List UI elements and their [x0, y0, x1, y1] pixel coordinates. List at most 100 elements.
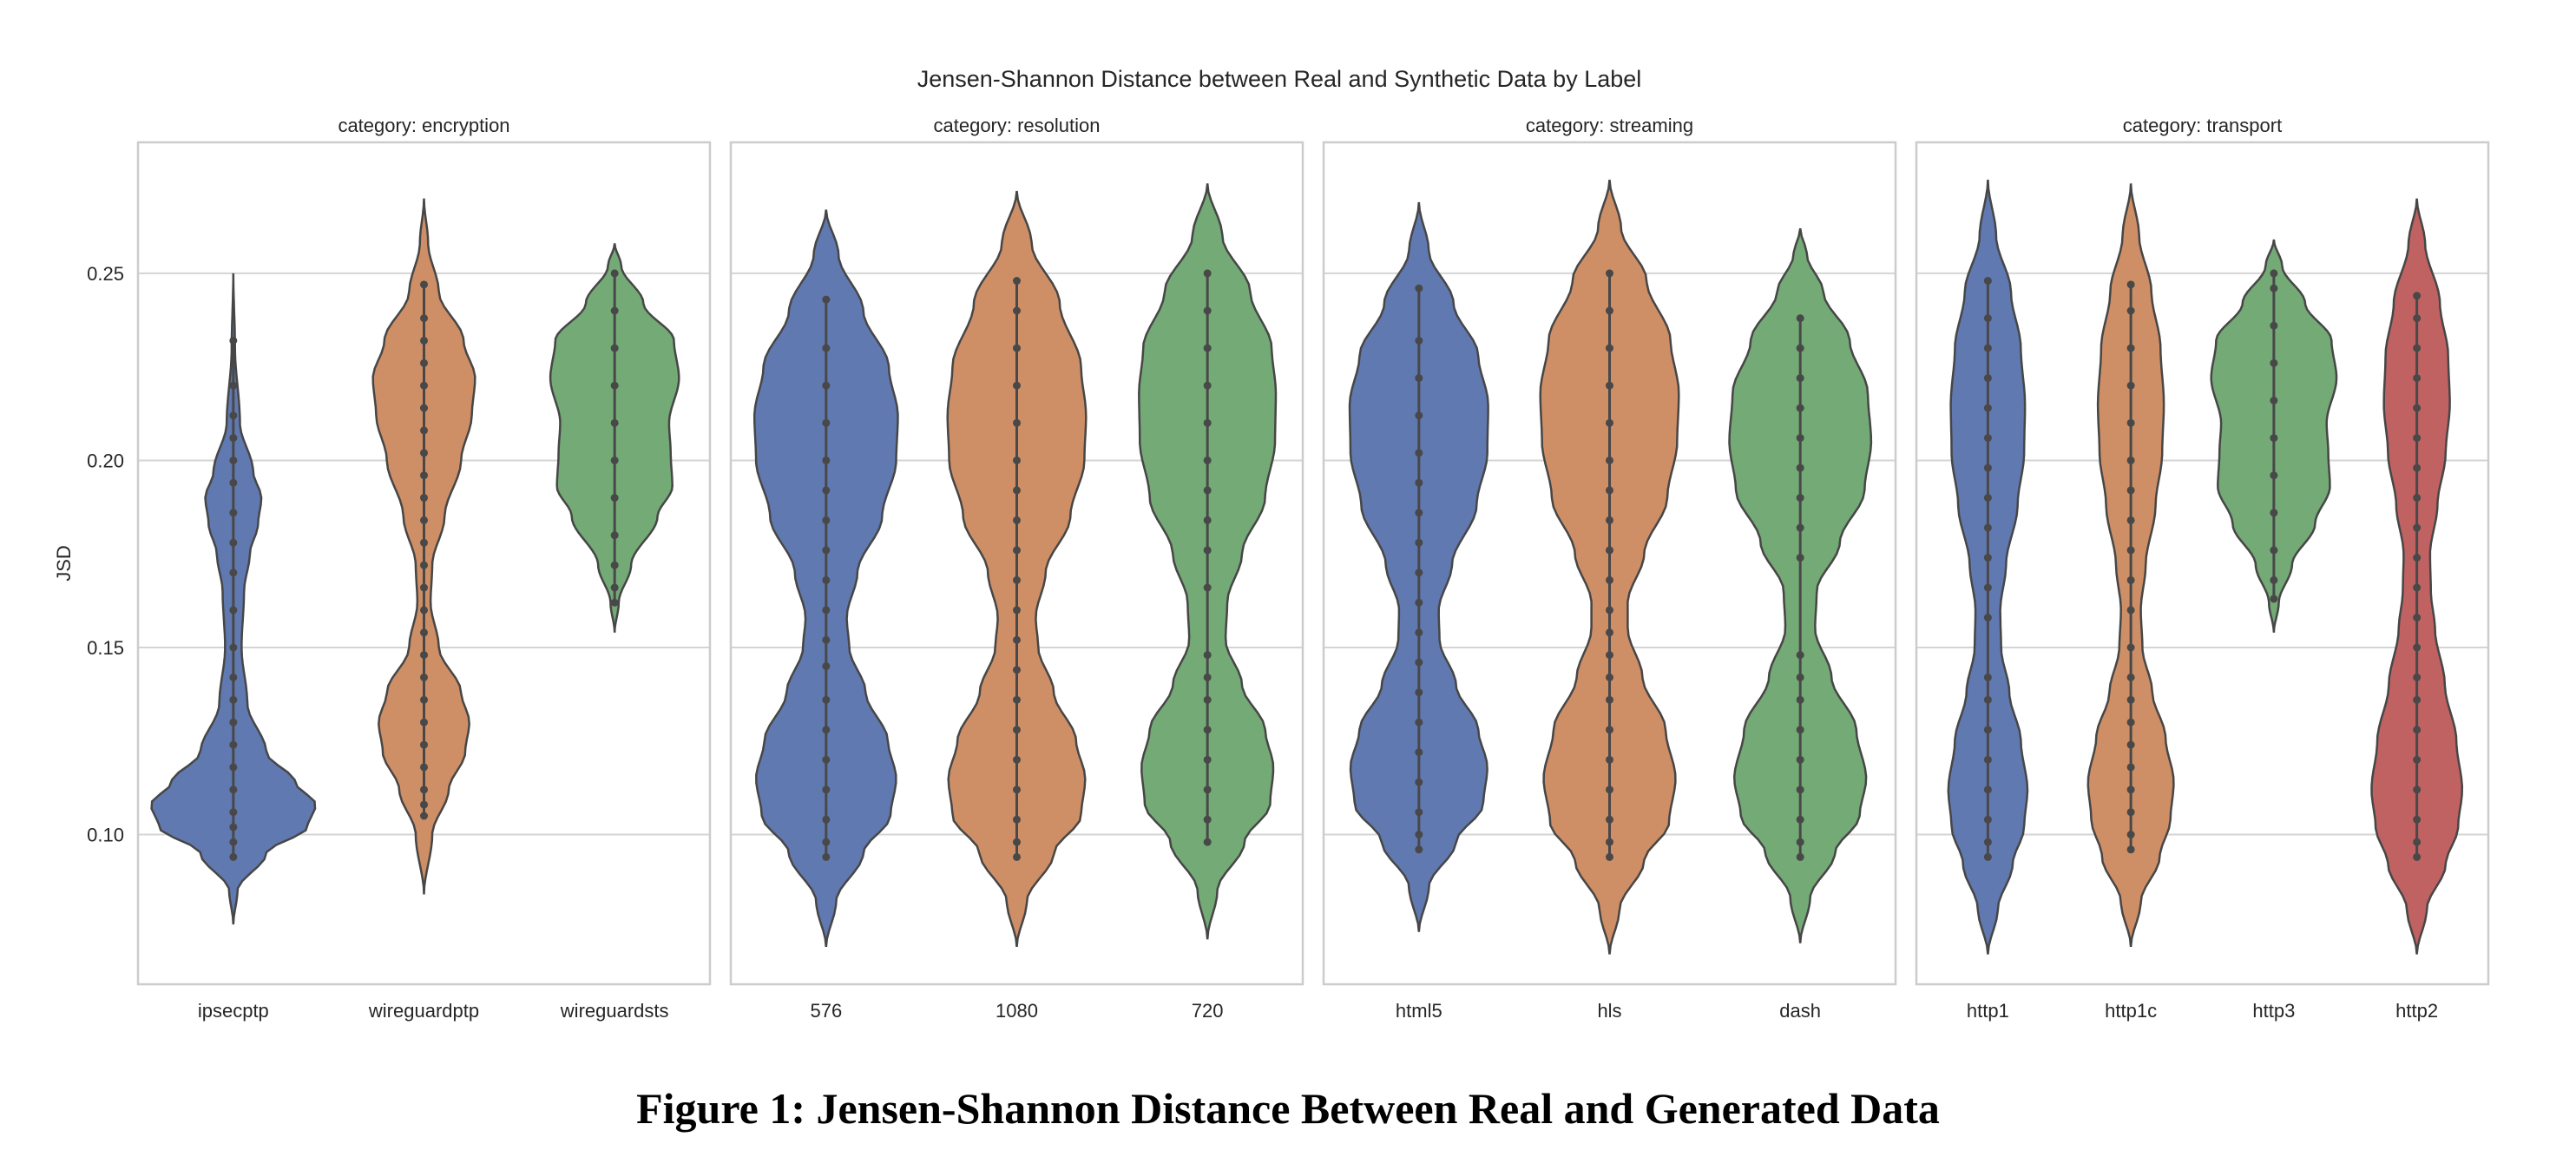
data-point	[1606, 651, 1613, 660]
y-tick-label: 0.10	[87, 825, 124, 846]
data-point	[2270, 471, 2278, 480]
x-tick-label: wireguardptp	[368, 1000, 479, 1022]
data-point	[1796, 785, 1804, 794]
data-point	[420, 583, 428, 592]
data-point	[1983, 583, 1992, 592]
data-point	[1415, 845, 1423, 854]
data-point	[1013, 755, 1021, 764]
data-point	[1415, 598, 1423, 607]
data-point	[229, 785, 238, 794]
data-point	[229, 852, 238, 861]
data-point	[1606, 418, 1613, 427]
data-point	[229, 509, 238, 517]
data-point	[822, 726, 831, 734]
data-point	[1983, 614, 1992, 622]
data-point	[2126, 516, 2135, 524]
data-point	[1606, 306, 1613, 315]
data-point	[2413, 583, 2422, 592]
data-point	[2413, 643, 2422, 652]
data-point	[420, 404, 428, 412]
data-point	[420, 516, 428, 524]
data-point	[229, 411, 238, 420]
data-point	[822, 418, 831, 427]
data-point	[1203, 418, 1212, 427]
data-point	[229, 823, 238, 831]
data-point	[229, 434, 238, 443]
data-point	[1203, 344, 1212, 352]
violin-ipsecptp	[150, 273, 317, 925]
data-point	[2126, 418, 2135, 427]
data-point	[1983, 523, 1992, 532]
data-point	[822, 516, 831, 524]
data-point	[229, 381, 238, 390]
data-point	[1013, 852, 1021, 861]
data-point	[2413, 755, 2422, 764]
data-point	[2126, 785, 2135, 794]
data-point	[229, 336, 238, 345]
data-point	[1983, 314, 1992, 323]
y-axis-label: JSD	[53, 545, 75, 582]
violin-1080	[946, 190, 1088, 948]
data-point	[1606, 815, 1613, 824]
data-point	[1013, 785, 1021, 794]
data-point	[610, 561, 619, 569]
data-point	[1606, 852, 1613, 861]
violin-dash	[1728, 227, 1873, 943]
data-point	[1606, 344, 1613, 352]
violin-http1	[1947, 180, 2029, 955]
data-point	[2270, 396, 2278, 404]
data-point	[2413, 838, 2422, 846]
data-point	[1203, 583, 1212, 592]
data-point	[420, 336, 428, 345]
data-point	[1013, 575, 1021, 584]
violin-wireguardsts	[549, 243, 680, 633]
data-point	[420, 561, 428, 569]
data-point	[420, 381, 428, 390]
violin-576	[752, 209, 899, 948]
data-point	[229, 838, 238, 846]
panel-frame	[1322, 141, 1897, 986]
data-point	[1983, 494, 1992, 503]
data-point	[1203, 726, 1212, 734]
panel-title: category: resolution	[934, 115, 1101, 136]
panel-1: category: resolution 576 1080 720	[729, 115, 1304, 1022]
y-tick-label: 0.20	[87, 450, 124, 471]
data-point	[1013, 277, 1021, 286]
data-point	[1203, 546, 1212, 555]
violin-http2	[2370, 198, 2464, 955]
panel-2: category: streaming html5 hls dash	[1322, 115, 1897, 1022]
data-point	[420, 606, 428, 615]
data-point	[822, 755, 831, 764]
data-point	[1796, 434, 1804, 443]
panel-frame	[729, 141, 1304, 986]
data-point	[822, 635, 831, 644]
data-point	[420, 358, 428, 367]
data-point	[1013, 635, 1021, 644]
data-point	[1013, 815, 1021, 824]
data-point	[1415, 538, 1423, 547]
data-point	[1415, 411, 1423, 420]
data-point	[1983, 852, 1992, 861]
data-point	[229, 673, 238, 681]
data-point	[1606, 628, 1613, 637]
data-point	[229, 643, 238, 652]
data-point	[2413, 344, 2422, 352]
data-point	[610, 456, 619, 464]
data-point	[420, 740, 428, 749]
data-point	[1203, 838, 1212, 846]
data-point	[1013, 418, 1021, 427]
data-point	[1203, 755, 1212, 764]
data-point	[1796, 852, 1804, 861]
data-point	[229, 456, 238, 464]
data-point	[2126, 831, 2135, 839]
x-tick-label: 720	[1192, 1000, 1224, 1022]
data-point	[1013, 456, 1021, 464]
data-point	[822, 381, 831, 390]
data-point	[610, 344, 619, 352]
data-point	[420, 651, 428, 660]
data-point	[1983, 815, 1992, 824]
data-point	[1606, 269, 1613, 278]
panel-title: category: transport	[2123, 115, 2282, 136]
panel-title: category: streaming	[1526, 115, 1693, 136]
data-point	[1606, 516, 1613, 524]
